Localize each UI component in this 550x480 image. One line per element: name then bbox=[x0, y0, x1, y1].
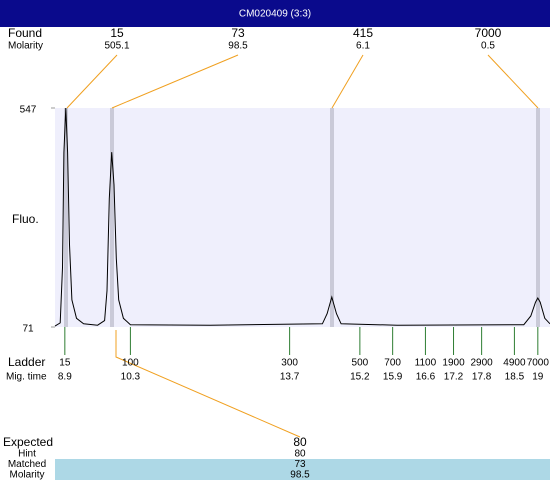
connector bbox=[487, 54, 539, 109]
ladder-time: 8.9 bbox=[58, 372, 72, 383]
connector bbox=[66, 54, 118, 109]
ladder-size: 700 bbox=[384, 358, 401, 369]
expected-row-value: 73 bbox=[294, 459, 306, 470]
ladder-time: 15.9 bbox=[383, 372, 403, 383]
connector bbox=[115, 330, 301, 438]
found-sublabel: Molarity bbox=[8, 41, 43, 52]
title-bar bbox=[0, 0, 550, 27]
ladder-time: 16.6 bbox=[416, 372, 436, 383]
ladder-time: 15.2 bbox=[350, 372, 370, 383]
ladder-time: 17.8 bbox=[472, 372, 492, 383]
ladder-time: 10.3 bbox=[121, 372, 141, 383]
found-molarity: 98.5 bbox=[228, 41, 248, 52]
found-molarity: 505.1 bbox=[104, 41, 129, 52]
plot-area bbox=[55, 108, 550, 327]
expected-row-label: Molarity bbox=[9, 470, 44, 480]
expected-row-value: 98.5 bbox=[290, 470, 310, 480]
found-size: 15 bbox=[110, 26, 124, 40]
found-size: 415 bbox=[353, 26, 373, 40]
ladder-size: 1100 bbox=[415, 358, 437, 369]
expected-row-value: 80 bbox=[294, 449, 306, 460]
ladder-size: 500 bbox=[352, 358, 369, 369]
window-title: CM020409 (3:3) bbox=[239, 9, 311, 20]
peak-band bbox=[330, 108, 334, 327]
y-tick-label: 71 bbox=[22, 324, 34, 335]
connector bbox=[111, 54, 239, 109]
ladder-sublabel: Mig. time bbox=[6, 372, 47, 383]
found-label: Found bbox=[8, 26, 42, 40]
expected-row-label: Hint bbox=[18, 449, 36, 460]
trace bbox=[54, 107, 550, 327]
found-size: 73 bbox=[231, 26, 245, 40]
ladder-time: 17.2 bbox=[444, 372, 464, 383]
expected-row-label: Matched bbox=[8, 459, 46, 470]
expected-value: 80 bbox=[293, 435, 307, 449]
ladder-size: 300 bbox=[281, 358, 298, 369]
found-molarity: 6.1 bbox=[356, 41, 370, 52]
y-tick-label: 547 bbox=[20, 105, 37, 116]
connector bbox=[331, 54, 364, 109]
ladder-time: 18.5 bbox=[505, 372, 525, 383]
ladder-size: 4900 bbox=[503, 358, 526, 369]
peak-band bbox=[64, 108, 68, 327]
ladder-label: Ladder bbox=[8, 355, 45, 369]
expected-label: Expected bbox=[3, 435, 53, 449]
matched-band bbox=[55, 459, 550, 480]
peak-bands bbox=[64, 108, 540, 327]
peak-band bbox=[110, 108, 114, 327]
ladder-size: 1900 bbox=[442, 358, 465, 369]
connectors bbox=[66, 54, 539, 438]
ladder-size: 7000 bbox=[527, 358, 550, 369]
ladder-time: 19 bbox=[532, 372, 544, 383]
ladder-size: 100 bbox=[122, 358, 139, 369]
ladder-size: 15 bbox=[59, 358, 71, 369]
found-size: 7000 bbox=[475, 26, 502, 40]
found-molarity: 0.5 bbox=[481, 41, 495, 52]
ladder-time: 13.7 bbox=[280, 372, 300, 383]
ladder-size: 2900 bbox=[471, 358, 494, 369]
peak-band bbox=[536, 108, 540, 327]
y-axis-label: Fluo. bbox=[12, 212, 39, 226]
